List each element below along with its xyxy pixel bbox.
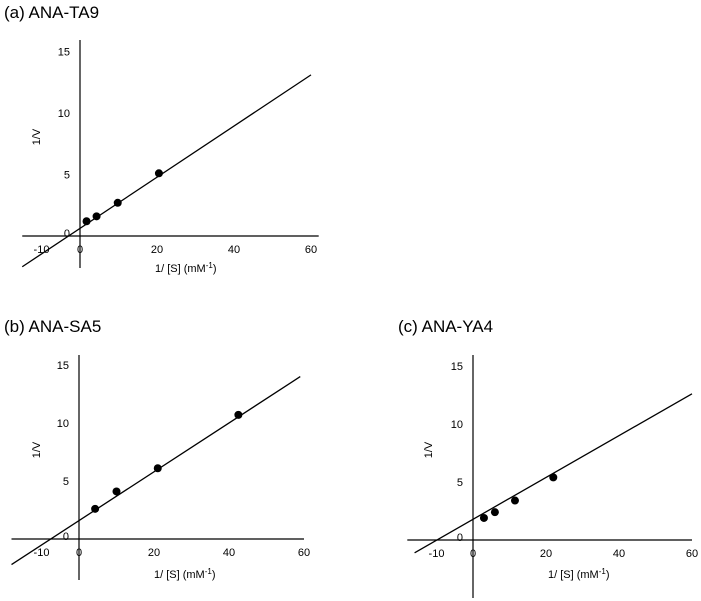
data-point	[82, 217, 91, 226]
x-tick-label: 40	[228, 244, 240, 256]
y-tick-label: 15	[58, 47, 70, 59]
y-tick-label: 0	[64, 228, 70, 240]
panel-c-title: (c) ANA-YA4	[398, 317, 493, 336]
y-axis-label: 1/V	[31, 128, 43, 145]
y-tick-label: 5	[457, 477, 463, 489]
y-tick-label: 5	[64, 170, 70, 182]
x-tick-label: 0	[77, 244, 83, 256]
x-tick-label: 40	[613, 548, 625, 560]
data-point	[91, 504, 100, 513]
x-tick-label: -10	[429, 548, 445, 560]
y-tick-label: 10	[451, 419, 463, 431]
x-tick-label: 20	[148, 547, 160, 559]
y-tick-label: 0	[63, 531, 69, 543]
y-tick-label: 10	[58, 108, 70, 120]
x-tick-label: 0	[470, 548, 476, 560]
y-tick-label: 5	[63, 476, 69, 488]
data-point	[112, 487, 121, 496]
regression-line	[21, 74, 312, 268]
x-tick-label: 20	[540, 548, 552, 560]
x-axis-label: 1/ [S] (mM-1)	[154, 567, 216, 581]
data-point	[113, 198, 122, 207]
data-point	[154, 169, 163, 178]
x-axis-label: 1/ [S] (mM-1)	[155, 261, 217, 275]
x-tick-label: 60	[305, 244, 317, 256]
x-tick-label: -10	[34, 244, 50, 256]
y-axis-label: 1/V	[423, 441, 435, 458]
panel-b-title: (b) ANA-SA5	[4, 317, 101, 336]
y-tick-label: 15	[451, 361, 463, 373]
data-point	[153, 464, 162, 473]
x-tick-label: 60	[298, 547, 310, 559]
x-tick-label: -10	[34, 547, 50, 559]
x-tick-label: 0	[76, 547, 82, 559]
x-axis-label: 1/ [S] (mM-1)	[548, 567, 610, 581]
data-point	[490, 508, 499, 517]
y-tick-label: 10	[57, 418, 69, 430]
data-point	[549, 473, 558, 482]
x-tick-label: 40	[223, 547, 235, 559]
panel-a: (a) ANA-TA9 -10 0 20 40 60 0 5 10 15 1/ [S] (mM-1…	[4, 3, 319, 275]
x-tick-label: 20	[151, 244, 163, 256]
panel-a-title: (a) ANA-TA9	[4, 3, 99, 22]
y-axis-label: 1/V	[31, 441, 43, 458]
data-point	[510, 496, 519, 505]
panel-c: (c) ANA-YA4 -10 0 20 40 60 0 5 10 15 1/ [S] (mM-1…	[398, 317, 698, 598]
data-point	[92, 212, 101, 221]
data-point	[234, 410, 243, 419]
panel-b: (b) ANA-SA5 -10 0 20 40 60 0 5 10 15 1/ [S] (mM-1…	[4, 317, 310, 581]
regression-line	[414, 393, 693, 554]
y-tick-label: 0	[457, 532, 463, 544]
data-point	[479, 513, 488, 522]
y-tick-label: 15	[57, 360, 69, 372]
x-tick-label: 60	[686, 548, 698, 560]
